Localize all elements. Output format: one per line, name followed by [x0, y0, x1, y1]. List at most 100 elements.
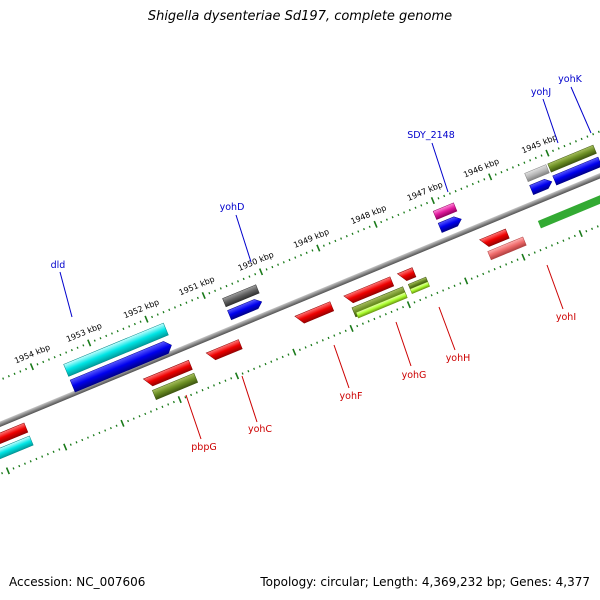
- gene-dld-feature[interactable]: [63, 322, 169, 377]
- minor-tick: [300, 254, 302, 257]
- label-yohJ: yohJ: [531, 87, 551, 98]
- minor-tick: [477, 180, 480, 183]
- minor-tick: [179, 303, 182, 307]
- minor-tick: [172, 400, 175, 404]
- minor-tick: [184, 396, 187, 399]
- cds-left-edge-feature[interactable]: [0, 435, 34, 468]
- major-tick: [144, 315, 149, 323]
- leader-yohJ: [542, 98, 559, 144]
- cds-pbpG-feature[interactable]: [152, 372, 199, 400]
- minor-tick: [122, 327, 125, 330]
- minor-tick: [483, 178, 486, 181]
- major-tick: [373, 220, 378, 228]
- kbp-label-1946: 1946 kbp: [462, 157, 500, 180]
- leader-yohD: [235, 214, 252, 263]
- major-tick: [87, 339, 92, 347]
- minor-tick: [25, 367, 28, 371]
- gene-yohK-feature[interactable]: [547, 144, 597, 173]
- minor-tick: [47, 358, 50, 361]
- minor-tick: [453, 284, 456, 287]
- minor-tick: [351, 232, 354, 236]
- cds-yohJ-feature[interactable]: [529, 177, 554, 195]
- minor-tick: [384, 313, 387, 316]
- minor-tick: [191, 299, 194, 302]
- minor-tick: [2, 377, 5, 380]
- kbp-label-1953: 1953 kbp: [65, 321, 103, 344]
- minor-tick: [82, 344, 85, 347]
- gene-yohH-feature[interactable]: [396, 267, 417, 283]
- minor-tick: [403, 211, 406, 214]
- minor-tick: [81, 438, 84, 442]
- cds-yohG-lime-feature[interactable]: [355, 291, 408, 319]
- minor-tick: [98, 431, 101, 435]
- minor-tick: [248, 275, 251, 278]
- major-tick: [63, 443, 68, 451]
- minor-tick: [390, 310, 393, 314]
- gene-left-edge-feature[interactable]: [0, 422, 29, 455]
- minor-tick: [385, 218, 388, 221]
- minor-tick: [563, 144, 566, 148]
- gene-yohG-feature[interactable]: [343, 276, 395, 305]
- minor-tick: [258, 365, 261, 368]
- gene-yohJ-feature[interactable]: [524, 164, 550, 183]
- minor-tick: [310, 343, 313, 347]
- minor-tick: [597, 130, 600, 134]
- minor-tick: [506, 168, 509, 171]
- gene-SDY_2148-feature[interactable]: [432, 202, 458, 220]
- gene-pbpG-feature[interactable]: [142, 359, 193, 388]
- minor-tick: [482, 272, 485, 276]
- gene-right-edge-feature[interactable]: [537, 190, 600, 229]
- cds-SDY_2148-feature[interactable]: [437, 214, 463, 233]
- minor-tick: [585, 230, 588, 233]
- minor-tick: [442, 289, 445, 292]
- minor-tick: [596, 225, 599, 228]
- minor-tick: [231, 282, 234, 285]
- cds-yohK-feature[interactable]: [552, 156, 600, 186]
- minor-tick: [242, 277, 245, 281]
- minor-tick: [545, 246, 548, 249]
- gene-yohI-feature[interactable]: [479, 228, 510, 249]
- cds-yohI-feature[interactable]: [487, 236, 527, 261]
- cds-yohD-feature[interactable]: [227, 297, 264, 321]
- minor-tick: [569, 142, 572, 145]
- minor-tick: [592, 133, 595, 136]
- minor-tick: [500, 170, 503, 174]
- gene-yohD-feature[interactable]: [222, 284, 260, 308]
- minor-tick: [510, 260, 513, 264]
- minor-tick: [470, 277, 473, 280]
- minor-tick: [219, 287, 222, 290]
- minor-tick: [139, 320, 142, 323]
- major-tick: [406, 301, 411, 309]
- kbp-ruler-upper: [2, 130, 600, 380]
- minor-tick: [225, 284, 228, 288]
- minor-tick: [19, 370, 22, 373]
- kbp-ruler-lower: [1, 225, 599, 475]
- major-tick: [5, 467, 10, 475]
- cds-dld-feature[interactable]: [69, 339, 174, 393]
- minor-tick: [167, 403, 170, 406]
- gene-yohF-feature[interactable]: [294, 301, 335, 326]
- minor-tick: [149, 410, 152, 413]
- major-tick: [234, 372, 240, 380]
- minor-tick: [264, 362, 267, 366]
- minor-tick: [334, 239, 337, 243]
- minor-tick: [534, 156, 537, 160]
- minor-tick: [430, 294, 433, 297]
- minor-tick: [115, 424, 118, 427]
- genome-backbone: [0, 121, 600, 479]
- minor-tick: [361, 322, 364, 325]
- minor-tick: [276, 358, 278, 361]
- label-yohC: yohC: [248, 424, 272, 435]
- minor-tick: [454, 189, 457, 193]
- cds-yohH-lime-feature[interactable]: [409, 281, 430, 294]
- minor-tick: [41, 455, 44, 458]
- minor-tick: [517, 163, 520, 167]
- minor-tick: [36, 363, 39, 366]
- leader-SDY_2148: [431, 142, 449, 193]
- forward-strand-features: [63, 144, 600, 393]
- minor-tick: [12, 467, 15, 470]
- minor-tick: [368, 225, 371, 228]
- major-tick: [258, 268, 264, 276]
- gene-yohC-feature[interactable]: [205, 339, 243, 363]
- minor-tick: [208, 292, 211, 295]
